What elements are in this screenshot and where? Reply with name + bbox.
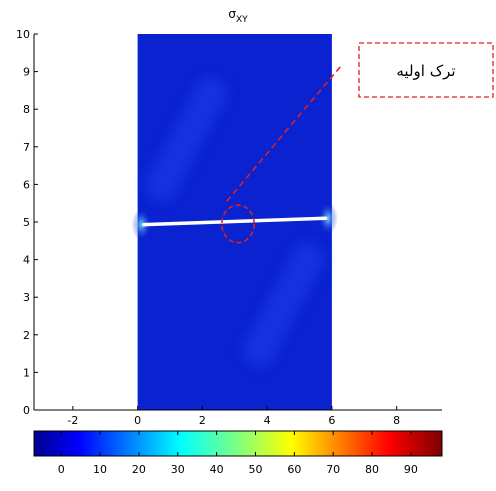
crack-tip-glow-left [131,208,152,241]
x-ticks: -2 0 2 4 6 8 [67,406,400,427]
stress-field [131,34,338,410]
colorbar-ticks: 0 10 20 30 40 50 60 70 80 90 [58,431,418,476]
x-tick-label: 0 [134,414,141,427]
y-tick-label: 5 [23,216,30,229]
crack-line [142,216,328,227]
crack-circle [221,204,255,244]
y-tick-label: 8 [23,103,30,116]
y-tick-label: 3 [23,291,30,304]
y-tick-label: 7 [23,141,30,154]
axes: 0 1 2 3 4 5 6 7 8 9 10 -2 0 2 4 6 8 [16,28,442,427]
x-tick-label: 6 [328,414,335,427]
y-tick-label: 0 [23,404,30,417]
colorbar: 0 10 20 30 40 50 60 70 80 90 [33,430,443,476]
y-tick-label: 10 [16,28,30,41]
title-sigma: σ [228,7,236,21]
y-tick-label: 6 [23,178,30,191]
chart-title: σXY [228,7,248,25]
y-ticks: 0 1 2 3 4 5 6 7 8 9 10 [16,28,38,417]
colorbar-tick-label: 70 [326,463,340,476]
colorbar-tick-label: 30 [171,463,185,476]
stress-band-upper [145,76,228,202]
colorbar-tick-label: 20 [132,463,146,476]
y-tick-label: 9 [23,66,30,79]
title-subscript: XY [236,15,248,25]
x-tick-label: 8 [393,414,400,427]
colorbar-tick-label: 60 [287,463,301,476]
callout-text: ترک اولیه [396,62,455,80]
y-tick-label: 4 [23,254,30,267]
colorbar-gradient [33,430,443,457]
annotation-callout: ترک اولیه [358,42,494,98]
colorbar-tick-label: 50 [248,463,262,476]
colorbar-tick-label: 80 [365,463,379,476]
y-tick-label: 1 [23,366,30,379]
colorbar-tick-label: 90 [404,463,418,476]
colorbar-tick-label: 40 [210,463,224,476]
stress-band-lower [242,242,325,368]
x-tick-label: 2 [199,414,206,427]
colorbar-tick-label: 0 [58,463,65,476]
y-tick-label: 2 [23,329,30,342]
colorbar-tick-label: 10 [93,463,107,476]
callout-box [358,42,494,98]
x-tick-label: 4 [264,414,271,427]
x-tick-label: -2 [67,414,78,427]
crack-tip-glow-right [317,202,338,235]
